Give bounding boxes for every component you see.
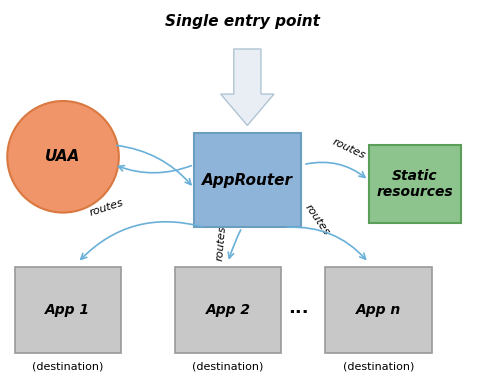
FancyBboxPatch shape (368, 145, 460, 223)
Ellipse shape (7, 101, 119, 212)
Text: AppRouter: AppRouter (201, 173, 292, 188)
Text: Single entry point: Single entry point (165, 14, 319, 29)
FancyBboxPatch shape (15, 267, 121, 353)
Text: App 1: App 1 (45, 303, 90, 317)
Text: UAA: UAA (45, 149, 80, 164)
FancyBboxPatch shape (324, 267, 431, 353)
Text: App n: App n (355, 303, 400, 317)
Text: Static
resources: Static resources (376, 169, 452, 200)
Text: ...: ... (287, 299, 308, 317)
Text: (destination): (destination) (192, 361, 263, 372)
Polygon shape (220, 49, 273, 125)
Text: routes: routes (88, 198, 125, 218)
Text: routes: routes (214, 225, 227, 261)
Text: routes: routes (331, 137, 366, 161)
Text: App 2: App 2 (205, 303, 250, 317)
FancyBboxPatch shape (194, 133, 300, 227)
FancyBboxPatch shape (174, 267, 281, 353)
Text: (destination): (destination) (342, 361, 413, 372)
Text: (destination): (destination) (32, 361, 104, 372)
Text: routes: routes (303, 202, 331, 237)
